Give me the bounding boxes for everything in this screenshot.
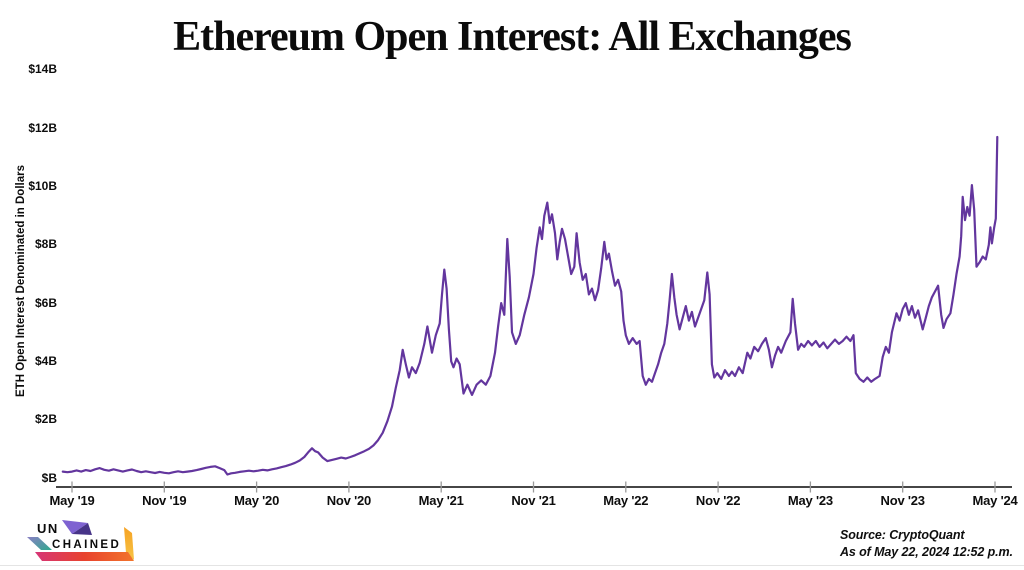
x-tick-label: May '20 xyxy=(234,493,280,508)
logo-un-text: UN xyxy=(37,521,59,536)
source-block: Source: CryptoQuant As of May 22, 2024 1… xyxy=(840,527,1013,560)
x-tick-label: May '22 xyxy=(603,493,649,508)
logo-arrow-icon xyxy=(62,520,88,534)
logo-link-left xyxy=(27,537,52,550)
chart-title: Ethereum Open Interest: All Exchanges xyxy=(173,14,852,60)
logo-arrow-icon-shade xyxy=(72,523,92,535)
open-interest-line xyxy=(61,135,999,476)
source-line: Source: CryptoQuant xyxy=(840,528,965,542)
logo-link-bottom xyxy=(35,552,134,561)
asof-line: As of May 22, 2024 12:52 p.m. xyxy=(840,544,1013,559)
unchained-logo: UN CHAINED xyxy=(27,520,134,561)
y-tick-label: $B xyxy=(41,470,57,485)
y-tick-label: $4B xyxy=(34,353,57,368)
bottom-divider xyxy=(0,565,1024,566)
x-tick-label: Nov '21 xyxy=(511,493,556,508)
y-tick-label: $6B xyxy=(34,295,57,310)
y-tick-label: $12B xyxy=(28,120,57,135)
y-tick-label: $14B xyxy=(28,62,57,77)
x-tick-label: May '24 xyxy=(972,493,1018,508)
x-tick-label: May '23 xyxy=(787,493,833,508)
x-tick-label: May '21 xyxy=(418,493,464,508)
x-tick-label: May '19 xyxy=(49,493,95,508)
y-tick-label: $2B xyxy=(34,412,57,427)
logo-link-right xyxy=(124,527,134,560)
logo-chained-text: CHAINED xyxy=(52,539,121,551)
y-tick-label: $8B xyxy=(34,237,57,252)
x-tick-label: Nov '22 xyxy=(695,493,741,508)
x-tick-label: Nov '23 xyxy=(880,493,926,508)
y-tick-label: $10B xyxy=(28,179,57,194)
x-tick-label: Nov '20 xyxy=(326,493,372,508)
x-tick-label: Nov '19 xyxy=(142,493,187,508)
